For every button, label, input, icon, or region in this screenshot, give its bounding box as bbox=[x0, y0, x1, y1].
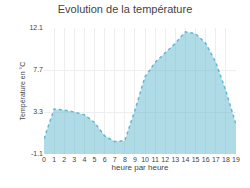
svg-text:2: 2 bbox=[62, 156, 66, 163]
svg-text:12: 12 bbox=[161, 156, 169, 163]
svg-text:13: 13 bbox=[171, 156, 179, 163]
svg-text:3.3: 3.3 bbox=[33, 108, 43, 115]
svg-text:0: 0 bbox=[42, 156, 46, 163]
svg-text:7.7: 7.7 bbox=[33, 66, 43, 73]
svg-text:11: 11 bbox=[152, 156, 159, 163]
svg-text:3: 3 bbox=[72, 156, 76, 163]
svg-text:7: 7 bbox=[113, 156, 117, 163]
svg-text:-1.1: -1.1 bbox=[31, 150, 43, 157]
svg-text:15: 15 bbox=[192, 156, 200, 163]
svg-text:Evolution de la température: Evolution de la température bbox=[58, 3, 193, 15]
svg-text:Température en °C: Température en °C bbox=[19, 62, 27, 121]
svg-text:10: 10 bbox=[141, 156, 149, 163]
svg-text:5: 5 bbox=[93, 156, 97, 163]
svg-text:heure par heure: heure par heure bbox=[112, 163, 169, 172]
svg-text:17: 17 bbox=[212, 156, 220, 163]
svg-text:18: 18 bbox=[222, 156, 230, 163]
svg-text:6: 6 bbox=[103, 156, 107, 163]
svg-text:14: 14 bbox=[182, 156, 190, 163]
svg-text:16: 16 bbox=[202, 156, 210, 163]
svg-text:12.1: 12.1 bbox=[29, 24, 43, 31]
svg-text:9: 9 bbox=[133, 156, 137, 163]
svg-text:8: 8 bbox=[123, 156, 127, 163]
svg-text:1: 1 bbox=[52, 156, 56, 163]
svg-text:19: 19 bbox=[232, 156, 240, 163]
svg-text:4: 4 bbox=[82, 156, 86, 163]
